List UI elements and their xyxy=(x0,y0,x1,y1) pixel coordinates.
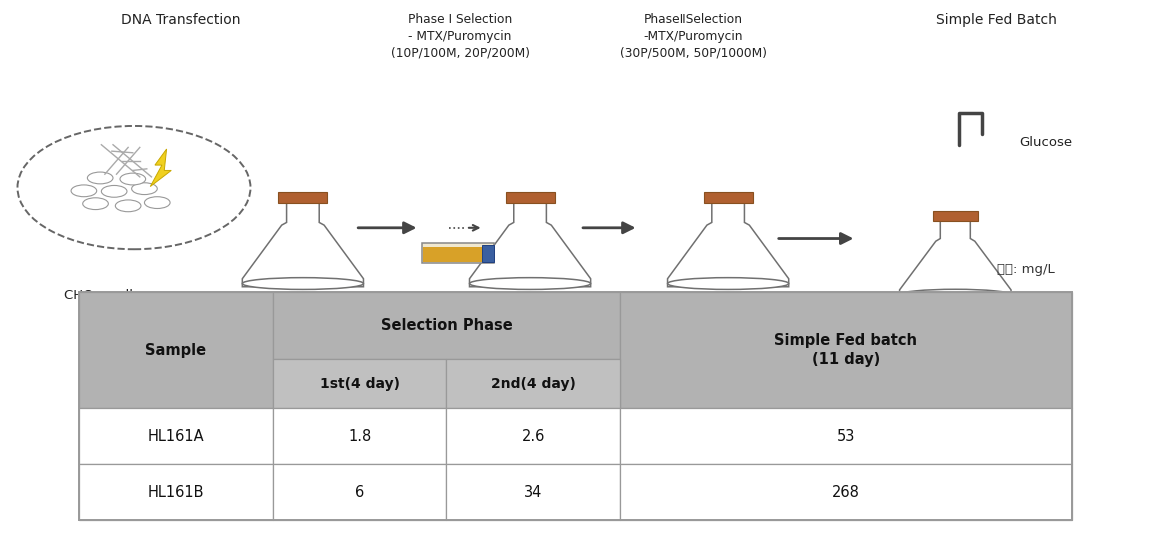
Bar xyxy=(506,192,555,203)
Ellipse shape xyxy=(246,280,360,289)
Bar xyxy=(273,292,620,359)
Text: 6: 6 xyxy=(355,485,365,500)
Text: HL161B: HL161B xyxy=(148,485,204,500)
Circle shape xyxy=(120,173,146,185)
Text: 53: 53 xyxy=(836,429,855,444)
Text: DNA Transfection: DNA Transfection xyxy=(121,13,240,27)
Bar xyxy=(620,464,1072,520)
Polygon shape xyxy=(671,257,785,285)
Ellipse shape xyxy=(899,289,1011,300)
Bar xyxy=(446,464,620,520)
Polygon shape xyxy=(246,257,360,285)
Polygon shape xyxy=(903,271,1008,296)
Bar xyxy=(79,408,273,464)
Bar xyxy=(79,464,273,520)
Bar xyxy=(704,192,753,203)
Bar xyxy=(79,292,273,408)
Bar xyxy=(933,211,977,221)
Text: Simple Fed batch
(11 day): Simple Fed batch (11 day) xyxy=(775,333,918,367)
Text: Sample: Sample xyxy=(146,343,206,358)
Polygon shape xyxy=(473,257,587,285)
Polygon shape xyxy=(668,201,789,287)
Ellipse shape xyxy=(668,278,789,289)
Circle shape xyxy=(115,200,141,212)
Circle shape xyxy=(87,172,113,184)
Polygon shape xyxy=(242,201,363,287)
Ellipse shape xyxy=(903,292,1008,300)
Circle shape xyxy=(144,197,170,209)
Text: 단위: mg/L: 단위: mg/L xyxy=(996,263,1054,276)
Bar xyxy=(278,192,327,203)
Bar xyxy=(446,359,620,408)
Bar xyxy=(620,292,1072,408)
Ellipse shape xyxy=(671,280,785,289)
Bar xyxy=(620,408,1072,464)
Polygon shape xyxy=(150,149,171,187)
Text: HL161A: HL161A xyxy=(148,429,204,444)
Circle shape xyxy=(101,185,127,197)
Bar xyxy=(273,408,446,464)
Bar xyxy=(79,292,1072,520)
Text: 1.8: 1.8 xyxy=(348,429,372,444)
Polygon shape xyxy=(899,219,1011,298)
Text: Glucose: Glucose xyxy=(1019,136,1073,148)
Bar xyxy=(273,464,446,520)
Text: Selection Phase: Selection Phase xyxy=(381,318,513,333)
Circle shape xyxy=(83,198,108,210)
Text: 2.6: 2.6 xyxy=(522,429,545,444)
Bar xyxy=(482,245,494,262)
Bar xyxy=(446,408,620,464)
Ellipse shape xyxy=(242,278,363,289)
Bar xyxy=(423,247,482,262)
Text: CHO-s cells: CHO-s cells xyxy=(64,289,140,302)
Ellipse shape xyxy=(469,278,591,289)
Bar xyxy=(273,359,446,408)
Bar xyxy=(422,243,494,263)
Text: Phase I Selection
- MTX/Puromycin
(10P/100M, 20P/200M): Phase I Selection - MTX/Puromycin (10P/1… xyxy=(390,13,530,59)
Circle shape xyxy=(71,185,97,197)
Text: PhaseⅡSelection
-MTX/Puromycin
(30P/500M, 50P/1000M): PhaseⅡSelection -MTX/Puromycin (30P/500M… xyxy=(620,13,767,59)
Text: Simple Fed Batch: Simple Fed Batch xyxy=(935,13,1057,27)
Text: 268: 268 xyxy=(832,485,860,500)
Ellipse shape xyxy=(473,280,587,289)
Circle shape xyxy=(132,183,157,195)
Text: 34: 34 xyxy=(524,485,543,500)
Text: 1st(4 day): 1st(4 day) xyxy=(319,377,400,391)
Polygon shape xyxy=(469,201,591,287)
Text: 2nd(4 day): 2nd(4 day) xyxy=(490,377,576,391)
